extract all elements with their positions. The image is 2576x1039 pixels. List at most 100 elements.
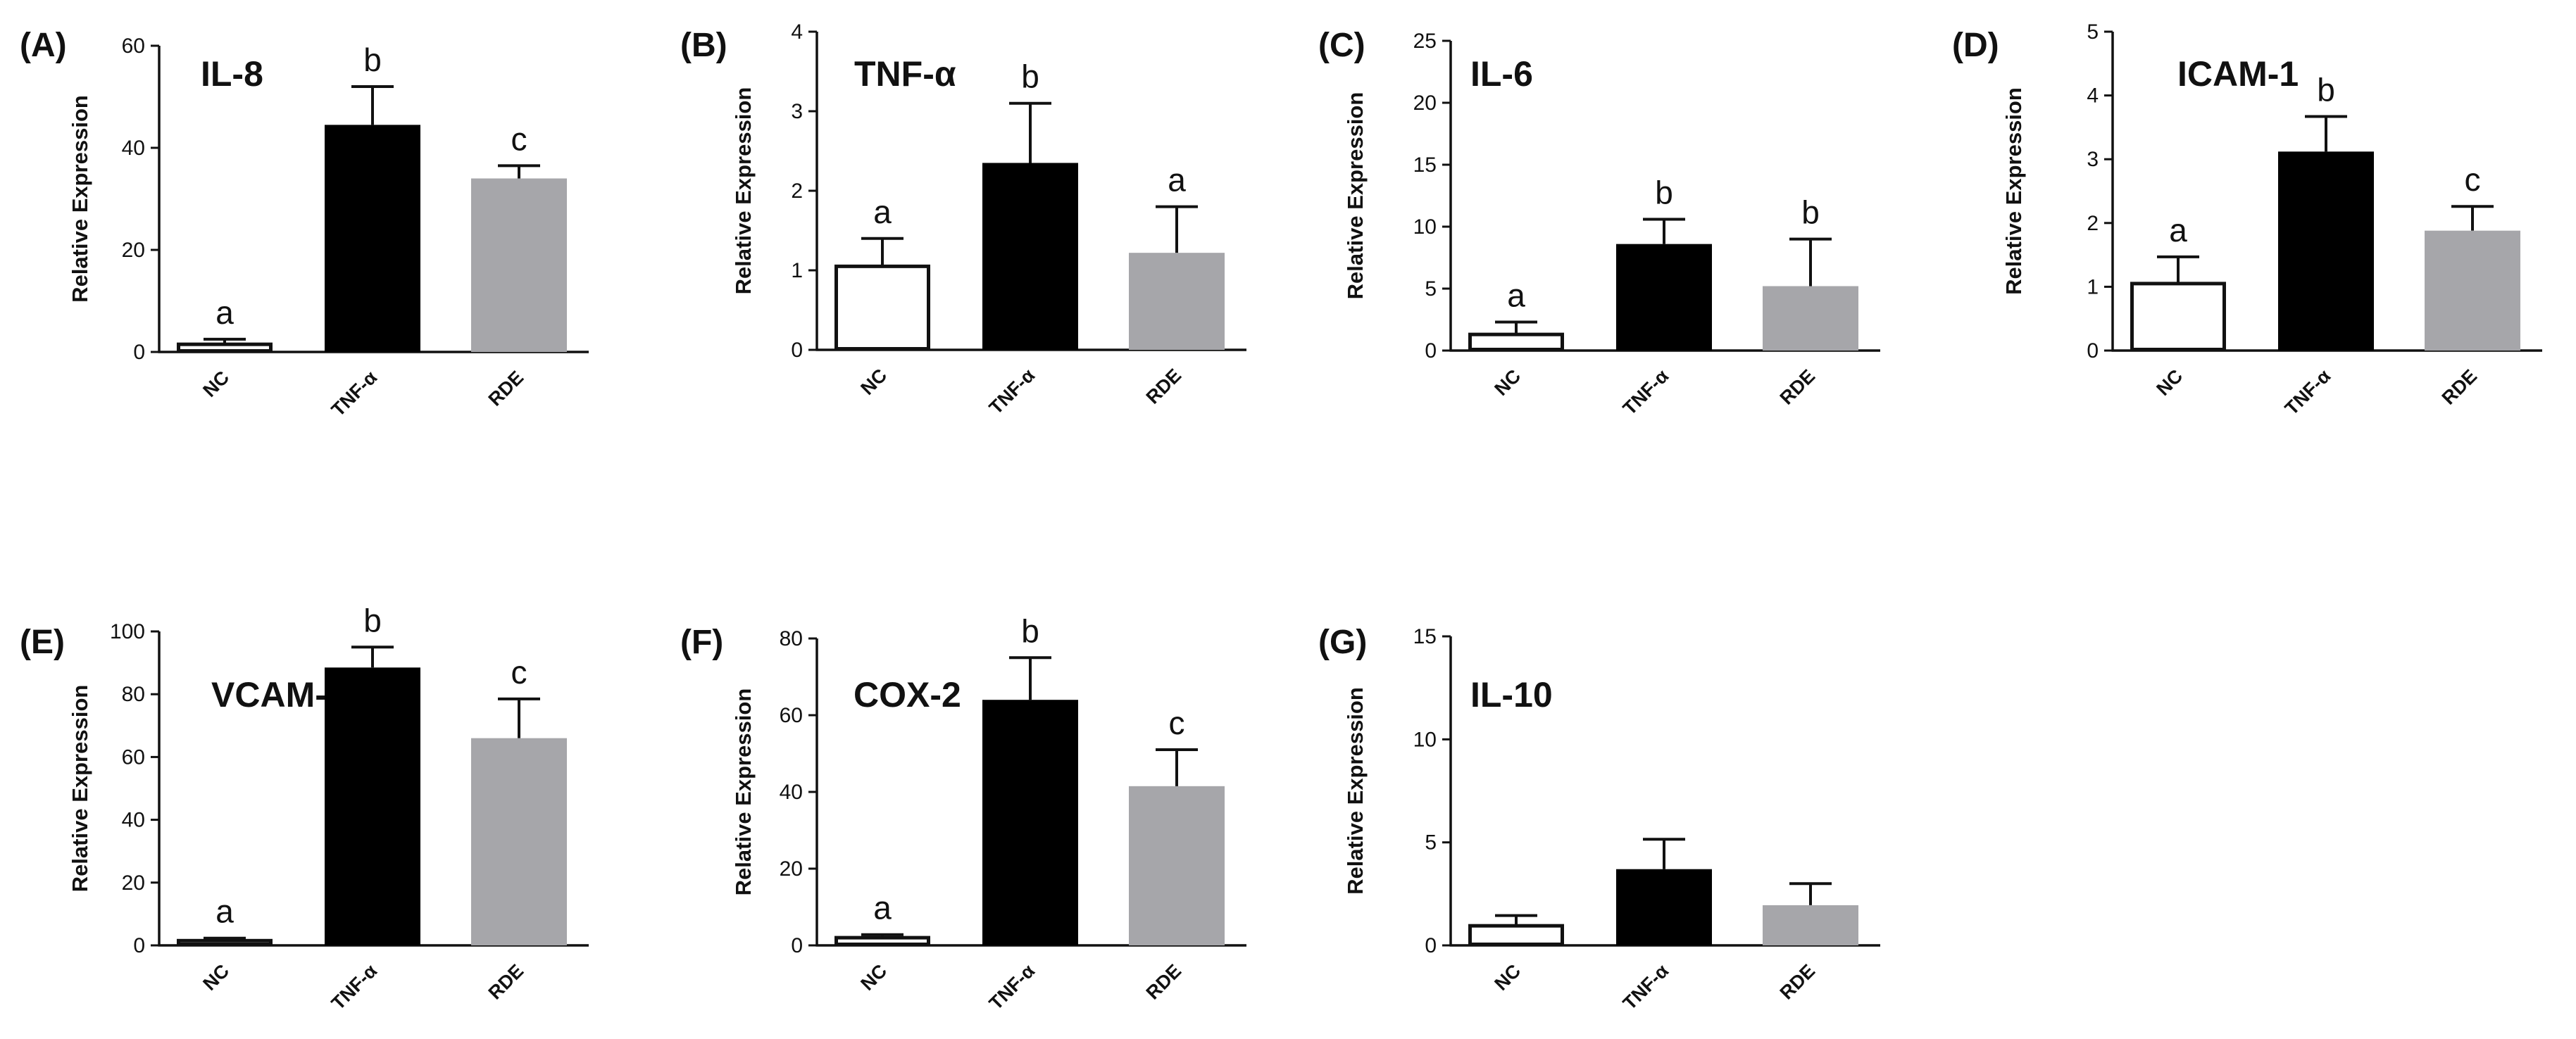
significance-letter: b	[1021, 612, 1039, 649]
y-tick-label: 2	[2087, 212, 2099, 235]
y-tick-label: 0	[791, 339, 803, 362]
error-bar-rde	[1156, 748, 1198, 786]
panel-label: (G)	[1318, 624, 1367, 661]
significance-letter: b	[363, 602, 382, 638]
x-tick-label: TNF-α	[1619, 960, 1673, 1014]
error-bar-tnf-alpha	[1643, 838, 1685, 869]
x-tick-label: TNF-α	[327, 960, 382, 1014]
error-bar-tnf-alpha	[1643, 218, 1685, 244]
y-tick-label: 20	[122, 871, 145, 895]
bar-tnf-alpha	[1616, 244, 1712, 351]
significance-letter: c	[511, 654, 527, 691]
y-axis-label: Relative Expression	[2001, 87, 2026, 295]
y-tick-label: 0	[1425, 934, 1437, 957]
significance-letter: a	[215, 893, 234, 930]
error-bar-nc	[861, 933, 904, 938]
bar-rde	[1129, 786, 1225, 945]
error-bar-nc	[1495, 320, 1537, 335]
x-tick-label: TNF-α	[327, 367, 382, 421]
y-tick-label: 20	[1413, 92, 1437, 115]
panel-label: (F)	[680, 624, 723, 661]
significance-letter: a	[873, 194, 892, 230]
error-bar-nc	[2157, 255, 2199, 284]
x-tick-label: RDE	[1776, 365, 1820, 409]
y-tick-label: 2	[791, 180, 803, 203]
y-tick-label: 0	[791, 934, 803, 957]
significance-letter: b	[2317, 71, 2335, 108]
y-tick-label: 40	[780, 781, 803, 804]
bar-rde	[2425, 230, 2520, 351]
gene-title: IL-8	[201, 54, 263, 94]
error-bar-rde	[1156, 205, 1198, 253]
error-bar-tnf-alpha	[1009, 101, 1051, 163]
bar-rde	[471, 178, 567, 352]
panel-g: (G) IL-10 Relative Expression 0 5 10 15 NC TNF-α…	[1318, 624, 1880, 1014]
x-tick-label: NC	[856, 960, 891, 995]
x-tick-label: TNF-α	[985, 960, 1039, 1014]
bar-tnf-alpha	[1616, 869, 1712, 945]
y-tick-label: 3	[2087, 148, 2099, 171]
panel-e: (E) VCAM-1 Relative Expression 0 20 40 60 80 100…	[20, 602, 589, 1014]
bar-tnf-alpha	[325, 125, 420, 352]
y-axis-label: Relative Expression	[68, 685, 92, 893]
error-bar-tnf-alpha	[351, 646, 394, 668]
y-tick-label: 3	[791, 100, 803, 123]
error-bar-nc	[1495, 914, 1537, 926]
bar-tnf-alpha	[982, 700, 1078, 945]
error-bar-rde	[2451, 205, 2494, 231]
bar-nc	[834, 264, 930, 351]
significance-letter: a	[873, 890, 892, 926]
significance-letter: c	[511, 120, 527, 157]
bar-tnf-alpha	[325, 667, 420, 945]
error-bar-rde	[498, 697, 540, 738]
error-bar-tnf-alpha	[1009, 656, 1051, 700]
significance-letter: b	[1021, 58, 1039, 95]
y-tick-label: 15	[1413, 153, 1437, 177]
x-tick-label: TNF-α	[1619, 365, 1673, 420]
bar-rde	[1763, 286, 1858, 351]
x-tick-label: NC	[1490, 960, 1525, 995]
y-tick-label: 60	[122, 745, 145, 769]
bar-nc	[1468, 924, 1564, 946]
y-axis-label: Relative Expression	[731, 87, 756, 295]
y-axis-label: Relative Expression	[1343, 92, 1368, 300]
panel-c: (C) IL-6 Relative Expression 0 5 10 15 20 25 a NC b…	[1318, 27, 1880, 419]
panel-label: (E)	[20, 624, 65, 661]
x-tick-label: NC	[1490, 365, 1525, 400]
bar-rde	[471, 738, 567, 945]
panel-label: (B)	[680, 27, 727, 64]
y-tick-label: 5	[1425, 831, 1437, 855]
x-tick-label: RDE	[2438, 365, 2482, 409]
x-tick-label: RDE	[1142, 960, 1186, 1004]
panel-d: (D) ICAM-1 Relative Expression 0 1 2 3 4 5 a NC b TN…	[1952, 20, 2542, 419]
y-axis-label: Relative Expression	[731, 688, 756, 896]
y-axis-label: Relative Expression	[68, 95, 92, 303]
gene-title: IL-10	[1470, 675, 1553, 714]
gene-title: VCAM-1	[211, 675, 346, 714]
bar-nc	[177, 342, 273, 353]
y-tick-label: 40	[122, 809, 145, 832]
significance-letter: a	[1168, 162, 1186, 199]
y-tick-label: 60	[780, 704, 803, 727]
panel-a: (A) IL-8 Relative Expression 0 20 40 60 a NC b TNF…	[20, 27, 589, 420]
bar-nc	[177, 938, 273, 947]
y-tick-label: 1	[2087, 275, 2099, 298]
y-tick-label: 100	[110, 620, 145, 643]
error-bar-rde	[1789, 882, 1832, 905]
y-tick-label: 80	[122, 683, 145, 706]
bar-rde	[1129, 253, 1225, 350]
y-tick-label: 0	[1425, 339, 1437, 363]
significance-letter: a	[2169, 212, 2187, 248]
y-tick-label: 0	[133, 341, 145, 364]
error-bar-rde	[498, 164, 540, 179]
y-tick-label: 25	[1413, 30, 1437, 53]
bar-nc	[1468, 332, 1564, 351]
y-tick-label: 10	[1413, 215, 1437, 239]
y-tick-label: 80	[780, 627, 803, 650]
bar-tnf-alpha	[2278, 151, 2374, 351]
gene-title: COX-2	[854, 675, 961, 714]
significance-letter: a	[215, 294, 234, 331]
panel-label: (D)	[1952, 27, 1999, 64]
x-tick-label: TNF-α	[985, 365, 1039, 419]
x-tick-label: NC	[199, 367, 233, 401]
